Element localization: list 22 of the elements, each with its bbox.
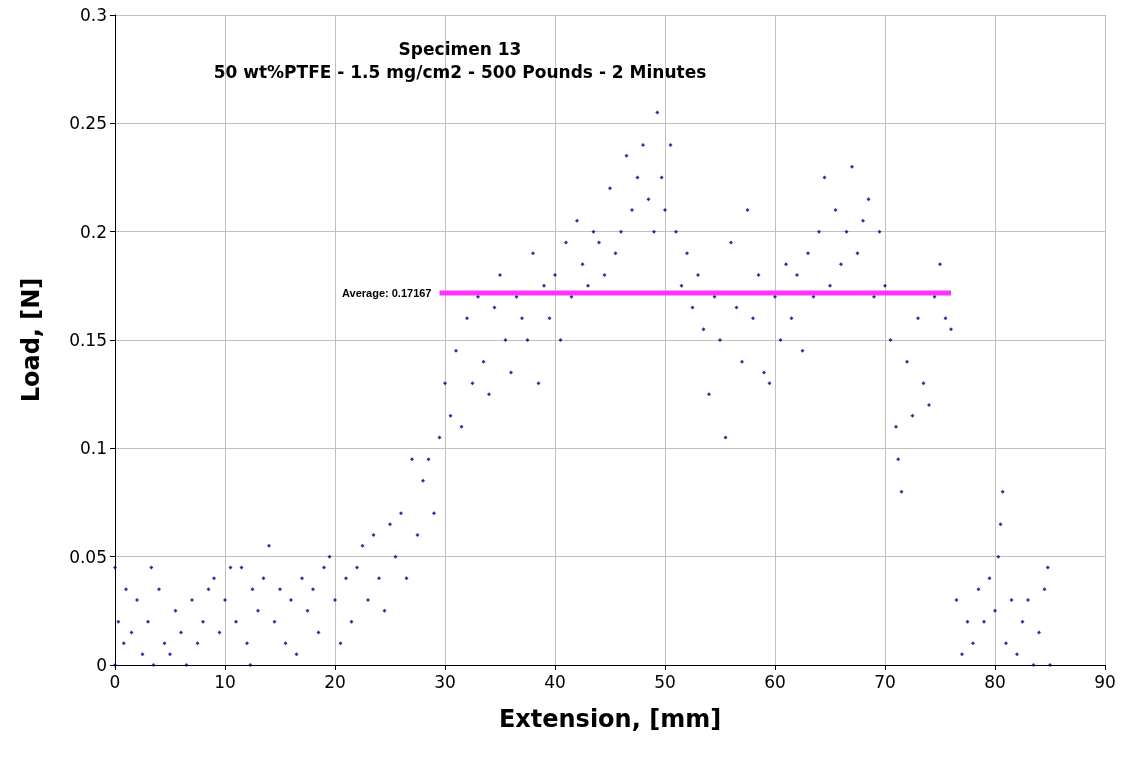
x-tick-label: 30	[434, 671, 456, 692]
y-tick-label: 0.1	[79, 438, 107, 459]
x-tick-label: 50	[654, 671, 676, 692]
y-tick-label: 0.15	[69, 330, 107, 350]
y-tick-label: 0.25	[69, 113, 107, 134]
x-tick-label: 80	[984, 671, 1006, 692]
x-tick-label: 60	[764, 671, 786, 692]
text: Specimen 13	[398, 38, 522, 59]
y-tick-label: 0.2	[79, 221, 107, 242]
text: 50 wt%PTFE - 1.5 mg/cm2 - 500 Pounds - 2 Minutes	[213, 61, 707, 82]
x-tick-label: 20	[324, 671, 346, 692]
x-tick-label: 0	[109, 671, 121, 692]
annotation: Average: 0.17167	[342, 287, 432, 300]
x-tick-label: 70	[874, 671, 896, 692]
x-axis-title: Extension, [mm]	[498, 705, 722, 733]
y-tick-label: 0.05	[69, 546, 107, 567]
x-tick-label: 10	[214, 671, 236, 692]
y-tick-label: 0	[96, 655, 107, 675]
x-tick-label: 40	[544, 671, 566, 692]
y-tick-label: 0.3	[79, 5, 107, 25]
x-tick-label: 90	[1094, 671, 1116, 692]
y-axis-title: Load, [N]	[17, 277, 45, 403]
